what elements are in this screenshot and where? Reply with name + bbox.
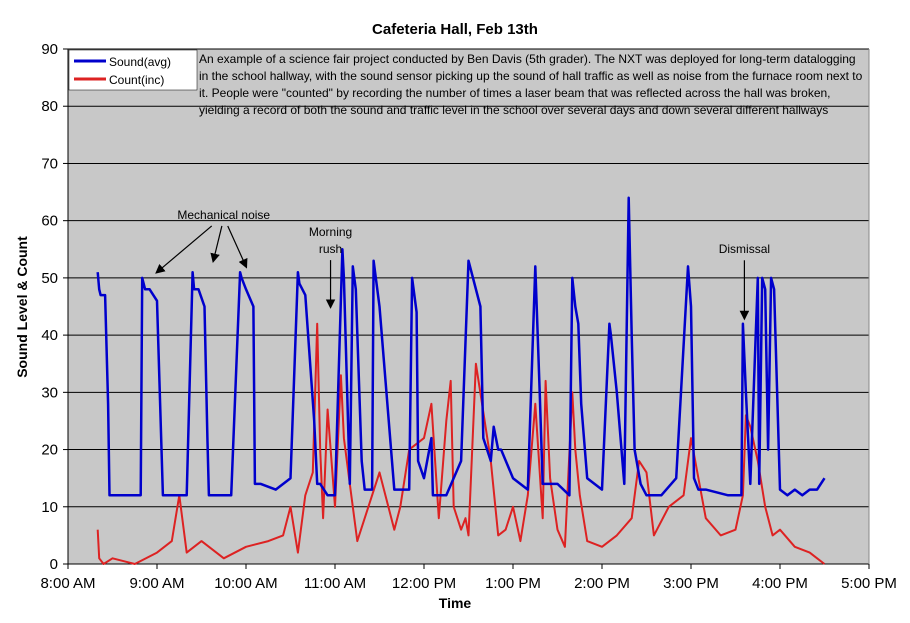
series-group (96, 196, 826, 565)
annotation-arrow (155, 225, 213, 274)
x-tick-label: 8:00 AM (40, 575, 95, 592)
x-tick-label: 1:00 PM (485, 575, 541, 592)
legend-label: Count(inc) (109, 73, 164, 87)
x-ticks: 8:00 AM 9:00 AM 10:00 AM 11:00 AM 12:00 PM 1:… (40, 564, 897, 592)
legend-box (68, 49, 198, 91)
y-tick-label: 10 (41, 499, 58, 516)
y-tick-label: 80 (41, 98, 58, 115)
annotation-line: Dismissal (718, 242, 771, 257)
x-tick-label: 11:00 AM (304, 575, 366, 592)
x-tick-label: 3:00 PM (663, 575, 719, 592)
x-tick-label: 5:00 PM (841, 575, 897, 592)
legend: Sound(avg) Count(inc) (68, 49, 198, 91)
y-tick-label: 70 (41, 155, 58, 172)
y-axis-label: Sound Level & Count (14, 236, 30, 378)
annotation-label: Mechanical noise (154, 207, 294, 224)
annotation-label: Dismissal (674, 241, 814, 258)
legend-label: Sound(avg) (109, 55, 171, 69)
y-tick-label: 30 (41, 384, 58, 401)
y-tick-label: 50 (41, 270, 58, 287)
x-tick-label: 9:00 AM (129, 575, 184, 592)
x-tick-label: 4:00 PM (752, 575, 808, 592)
y-ticks: 0 10 20 30 40 50 60 70 80 90 (41, 41, 68, 573)
x-tick-label: 12:00 PM (392, 575, 456, 592)
x-axis-label: Time (438, 595, 472, 611)
x-tick-label: 10:00 AM (214, 575, 277, 592)
description-note: An example of a science fair project con… (199, 52, 863, 117)
annotation-arrows (155, 225, 750, 321)
annotation-line: Mechanical noise (177, 207, 271, 222)
y-tick-label: 40 (41, 327, 58, 344)
annotation-line: Morning (308, 225, 353, 240)
axes (67, 49, 870, 565)
annotation-arrow (210, 225, 223, 264)
annotation-line: rush (318, 242, 343, 257)
annotation-arrow (227, 225, 248, 269)
x-tick-label: 2:00 PM (574, 575, 630, 592)
series-line-count (96, 322, 826, 565)
y-tick-label: 60 (41, 213, 58, 230)
plot-background (68, 49, 869, 564)
y-tick-label: 0 (50, 556, 58, 573)
y-tick-label: 90 (41, 41, 58, 58)
series-line-sound (96, 196, 826, 497)
chart-title: Cafeteria Hall, Feb 13th (372, 21, 538, 38)
annotation-label: Morning rush (261, 224, 401, 258)
y-tick-label: 20 (41, 442, 58, 459)
